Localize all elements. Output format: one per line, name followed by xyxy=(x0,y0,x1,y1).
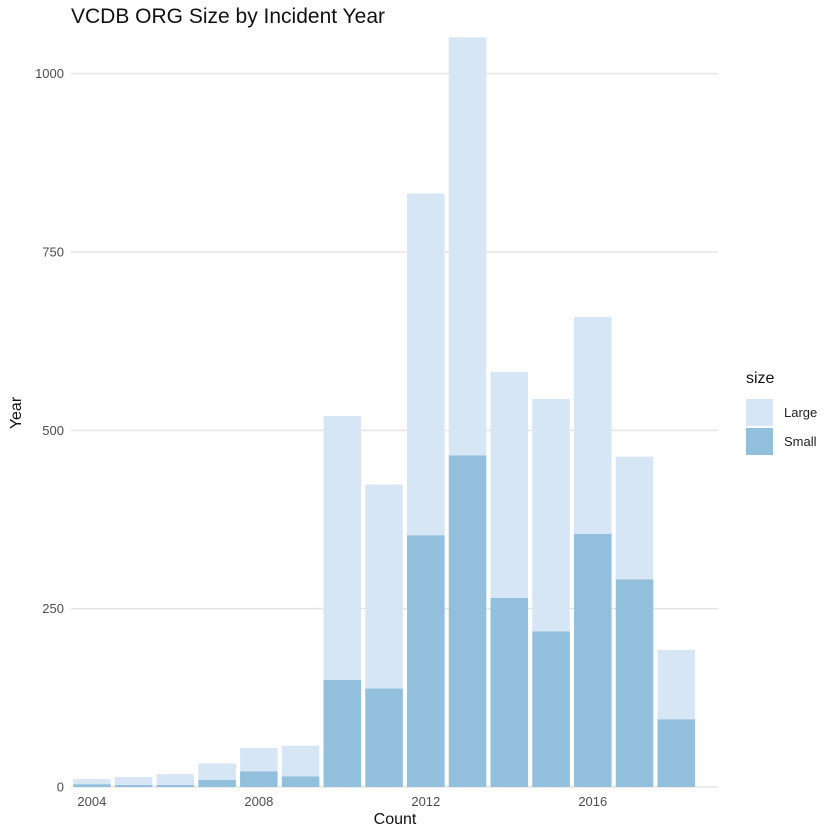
bar-small-2016 xyxy=(573,533,612,787)
bar-large-2016 xyxy=(573,316,612,534)
legend-key-large xyxy=(746,399,773,426)
bar-small-2004 xyxy=(73,784,111,787)
bar-large-2006 xyxy=(156,774,195,785)
bar-small-2011 xyxy=(365,688,403,787)
legend-title: size xyxy=(746,370,775,387)
bar-large-2007 xyxy=(198,763,236,780)
x-tick-label: 2008 xyxy=(244,794,273,809)
bar-large-2013 xyxy=(448,37,487,456)
legend-label-large: Large xyxy=(784,405,818,420)
bar-large-2009 xyxy=(281,745,320,777)
x-axis-title: Count xyxy=(373,811,417,828)
x-tick-label: 2004 xyxy=(77,794,106,809)
bar-large-2011 xyxy=(365,484,403,689)
bar-large-2005 xyxy=(114,777,153,785)
bar-large-2017 xyxy=(615,456,654,580)
bar-small-2009 xyxy=(281,776,320,787)
bar-small-2006 xyxy=(156,784,195,787)
legend-key-small xyxy=(746,428,773,455)
bar-small-2015 xyxy=(532,631,570,787)
tick-labels: 0 250 500 750 1000 2004 2008 2012 2016 xyxy=(35,66,607,809)
bar-small-2013 xyxy=(448,455,487,787)
bar-small-2010 xyxy=(323,680,362,787)
bar-small-2005 xyxy=(114,784,153,787)
legend-item-large: Large xyxy=(746,398,817,427)
bar-small-2012 xyxy=(407,535,445,787)
y-tick-label: 500 xyxy=(42,423,64,438)
bar-large-2010 xyxy=(323,416,362,680)
bar-large-2008 xyxy=(240,747,278,772)
bar-large-2012 xyxy=(407,193,445,536)
legend-label-small: Small xyxy=(784,434,817,449)
legend: size Large Small xyxy=(746,370,817,456)
x-tick-label: 2016 xyxy=(578,794,607,809)
bar-large-2018 xyxy=(657,650,696,720)
bar-small-2007 xyxy=(198,779,236,787)
y-tick-label: 0 xyxy=(57,780,64,795)
x-tick-label: 2012 xyxy=(411,794,440,809)
bar-small-2018 xyxy=(657,719,696,787)
bar-large-2015 xyxy=(532,398,570,632)
bar-large-2004 xyxy=(73,779,111,785)
y-axis-title: Year xyxy=(8,396,25,430)
bar-small-2017 xyxy=(615,579,654,787)
y-tick-label: 750 xyxy=(42,245,64,260)
y-tick-label: 250 xyxy=(42,601,64,616)
legend-item-small: Small xyxy=(746,427,817,456)
bar-small-2008 xyxy=(240,771,278,787)
y-tick-label: 1000 xyxy=(35,66,64,81)
bar-small-2014 xyxy=(490,597,529,787)
bar-large-2014 xyxy=(490,371,529,598)
chart-title: VCDB ORG Size by Incident Year xyxy=(71,5,385,28)
bars xyxy=(73,37,696,787)
